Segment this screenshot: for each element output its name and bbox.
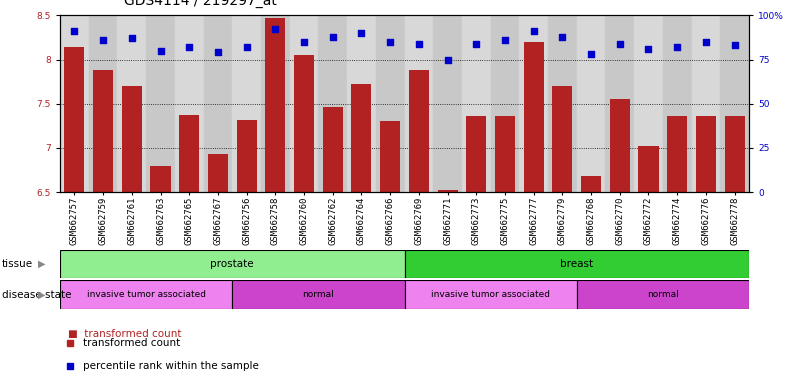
- Bar: [519, 15, 548, 192]
- Bar: [232, 280, 405, 309]
- Text: percentile rank within the sample: percentile rank within the sample: [83, 361, 259, 371]
- Text: invasive tumor associated: invasive tumor associated: [431, 290, 550, 299]
- Point: [642, 46, 655, 52]
- Bar: [662, 15, 691, 192]
- Point: [298, 39, 311, 45]
- Point: [699, 39, 712, 45]
- Point: [614, 41, 626, 47]
- Point: [556, 33, 569, 40]
- Bar: [376, 15, 405, 192]
- Text: transformed count: transformed count: [83, 338, 180, 348]
- Point: [413, 41, 425, 47]
- Bar: [323, 107, 343, 192]
- Bar: [405, 15, 433, 192]
- Text: disease state: disease state: [2, 290, 71, 300]
- Bar: [610, 99, 630, 192]
- Text: prostate: prostate: [211, 259, 254, 269]
- Bar: [696, 116, 716, 192]
- Point: [211, 50, 224, 56]
- Bar: [118, 15, 146, 192]
- Bar: [347, 15, 376, 192]
- Text: normal: normal: [647, 290, 678, 299]
- Bar: [294, 55, 314, 192]
- Bar: [495, 116, 515, 192]
- Bar: [462, 15, 490, 192]
- Bar: [175, 15, 203, 192]
- Bar: [490, 15, 519, 192]
- Bar: [265, 18, 285, 192]
- Bar: [60, 280, 232, 309]
- Bar: [581, 176, 601, 192]
- Bar: [606, 15, 634, 192]
- Point: [68, 28, 81, 34]
- Point: [670, 44, 683, 50]
- Bar: [290, 15, 318, 192]
- Point: [498, 37, 511, 43]
- Bar: [60, 250, 405, 278]
- Bar: [634, 15, 662, 192]
- Text: GDS4114 / 219297_at: GDS4114 / 219297_at: [124, 0, 277, 8]
- Bar: [380, 121, 400, 192]
- Text: tissue: tissue: [2, 259, 33, 269]
- Bar: [720, 15, 749, 192]
- Bar: [232, 15, 261, 192]
- Bar: [405, 280, 577, 309]
- Point: [97, 37, 110, 43]
- Text: ■  transformed count: ■ transformed count: [68, 329, 182, 339]
- Point: [183, 44, 195, 50]
- Point: [470, 41, 483, 47]
- Bar: [437, 190, 457, 192]
- Bar: [433, 15, 462, 192]
- Point: [240, 44, 253, 50]
- Bar: [179, 115, 199, 192]
- Point: [441, 56, 454, 63]
- Bar: [122, 86, 142, 192]
- Bar: [667, 116, 687, 192]
- Bar: [203, 15, 232, 192]
- Bar: [261, 15, 290, 192]
- Bar: [146, 15, 175, 192]
- Bar: [318, 15, 347, 192]
- Point: [728, 42, 741, 48]
- Bar: [577, 280, 749, 309]
- Bar: [89, 15, 118, 192]
- Text: ▶: ▶: [38, 290, 46, 300]
- Point: [154, 48, 167, 54]
- Bar: [577, 15, 606, 192]
- Bar: [236, 119, 256, 192]
- Bar: [553, 86, 573, 192]
- Text: normal: normal: [303, 290, 334, 299]
- Bar: [64, 47, 84, 192]
- Bar: [524, 42, 544, 192]
- Bar: [405, 250, 749, 278]
- Bar: [93, 70, 113, 192]
- Point: [326, 33, 339, 40]
- Bar: [60, 15, 89, 192]
- Bar: [638, 146, 658, 192]
- Text: ▶: ▶: [38, 259, 46, 269]
- Point: [527, 28, 540, 34]
- Point: [585, 51, 598, 57]
- Bar: [208, 154, 228, 192]
- Text: breast: breast: [560, 259, 594, 269]
- Text: invasive tumor associated: invasive tumor associated: [87, 290, 206, 299]
- Bar: [691, 15, 720, 192]
- Point: [269, 26, 282, 33]
- Bar: [466, 116, 486, 192]
- Bar: [352, 84, 372, 192]
- Bar: [151, 166, 171, 192]
- Bar: [725, 116, 745, 192]
- Bar: [548, 15, 577, 192]
- Point: [126, 35, 139, 41]
- Point: [384, 39, 396, 45]
- Point: [355, 30, 368, 36]
- Bar: [409, 70, 429, 192]
